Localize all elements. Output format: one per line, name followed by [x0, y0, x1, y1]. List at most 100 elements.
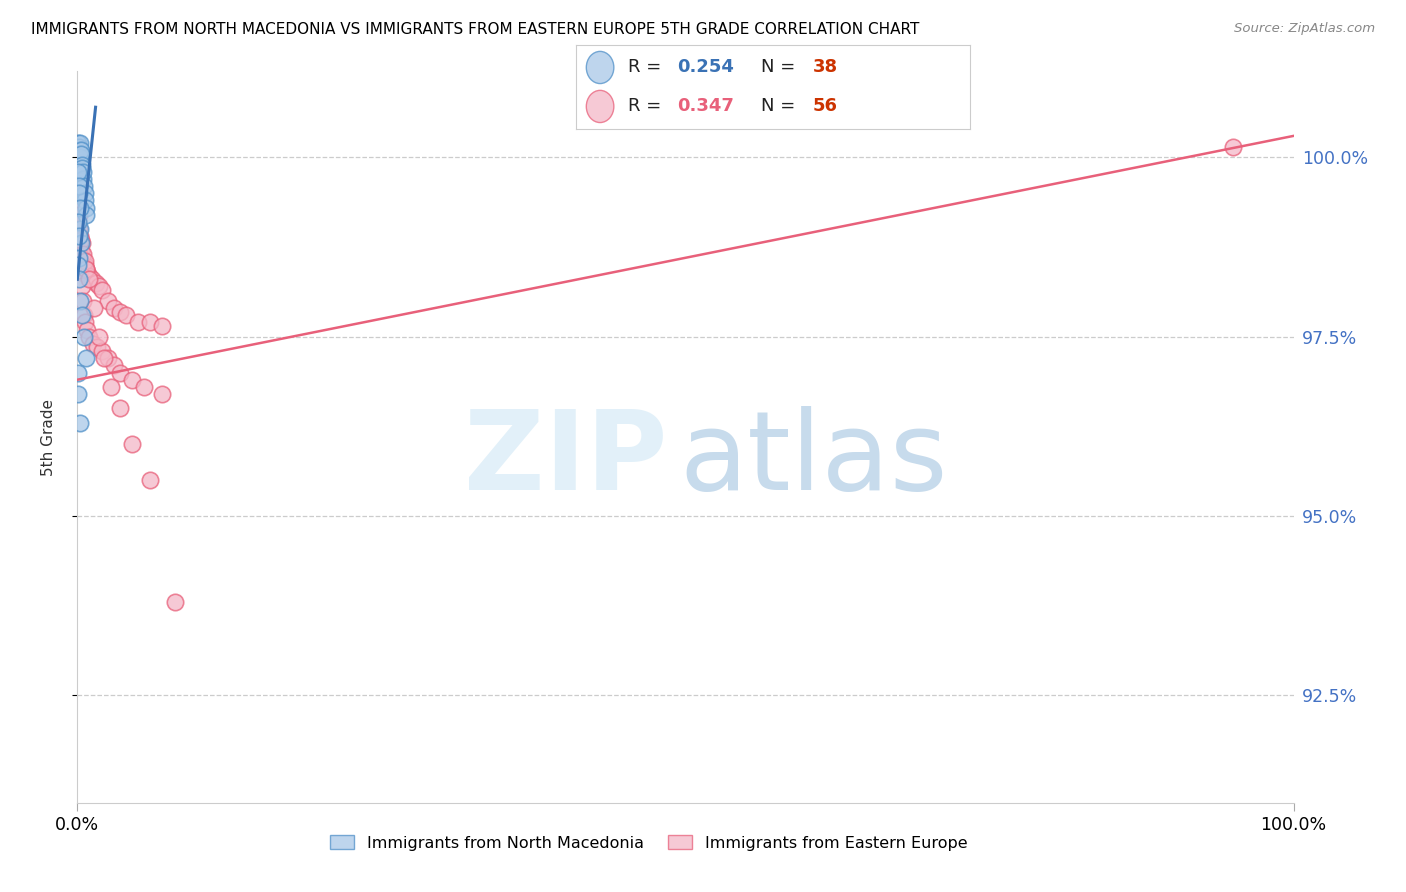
Point — [67, 258, 90, 272]
Point — [70, 146, 93, 161]
Point — [73, 254, 96, 268]
Point — [121, 437, 143, 451]
Point — [73, 186, 96, 201]
Text: N =: N = — [762, 97, 801, 115]
Point — [75, 201, 97, 215]
Point — [70, 233, 93, 247]
Text: R =: R = — [627, 97, 666, 115]
Point — [1222, 139, 1244, 153]
Point — [93, 351, 115, 366]
Point — [75, 315, 97, 329]
Point — [67, 251, 90, 265]
Point — [73, 179, 96, 194]
Text: 56: 56 — [813, 97, 838, 115]
Point — [75, 208, 97, 222]
Point — [69, 136, 91, 150]
Point — [127, 315, 149, 329]
Point — [69, 265, 91, 279]
Point — [79, 268, 101, 283]
Point — [66, 215, 89, 229]
Text: R =: R = — [627, 59, 666, 77]
Point — [90, 283, 112, 297]
Point — [97, 293, 120, 308]
Point — [152, 387, 174, 401]
Point — [67, 150, 90, 164]
Point — [89, 279, 111, 293]
Text: 0.347: 0.347 — [676, 97, 734, 115]
Point — [75, 194, 97, 208]
Point — [103, 359, 125, 373]
Point — [67, 143, 90, 157]
Ellipse shape — [586, 90, 614, 122]
Text: ZIP: ZIP — [464, 406, 668, 513]
Point — [103, 301, 125, 315]
Point — [86, 341, 108, 355]
Point — [83, 301, 105, 315]
Text: atlas: atlas — [679, 406, 948, 513]
Point — [69, 150, 91, 164]
Point — [70, 251, 93, 265]
Point — [70, 236, 93, 251]
Text: 38: 38 — [813, 59, 838, 77]
Point — [139, 315, 162, 329]
Point — [67, 136, 90, 150]
Text: Source: ZipAtlas.com: Source: ZipAtlas.com — [1234, 22, 1375, 36]
Point — [89, 329, 111, 343]
Point — [134, 380, 156, 394]
Ellipse shape — [586, 52, 614, 84]
Point — [67, 208, 90, 222]
Point — [67, 215, 90, 229]
Point — [79, 272, 101, 286]
Point — [66, 143, 89, 157]
Point — [67, 139, 90, 153]
Point — [80, 272, 103, 286]
Point — [75, 261, 97, 276]
Point — [108, 366, 131, 380]
Point — [70, 244, 93, 258]
Point — [121, 373, 143, 387]
Point — [163, 595, 186, 609]
Point — [66, 201, 89, 215]
Point — [76, 322, 98, 336]
Point — [69, 229, 91, 244]
Point — [69, 143, 91, 157]
Point — [97, 351, 120, 366]
Point — [108, 304, 131, 318]
Point — [70, 158, 93, 172]
Point — [152, 318, 174, 333]
Point — [73, 329, 96, 343]
Point — [70, 279, 93, 293]
Point — [67, 229, 90, 244]
Point — [67, 186, 90, 201]
Point — [70, 308, 93, 322]
Point — [67, 222, 90, 236]
Point — [67, 251, 90, 265]
Point — [67, 179, 90, 194]
Point — [82, 336, 104, 351]
Text: N =: N = — [762, 59, 801, 77]
Y-axis label: 5th Grade: 5th Grade — [42, 399, 56, 475]
Point — [70, 236, 93, 251]
Point — [75, 351, 97, 366]
Point — [72, 172, 94, 186]
Point — [72, 293, 94, 308]
Point — [90, 344, 112, 359]
Point — [115, 308, 138, 322]
Point — [75, 261, 97, 276]
Point — [79, 329, 101, 343]
Point — [69, 222, 91, 236]
Text: IMMIGRANTS FROM NORTH MACEDONIA VS IMMIGRANTS FROM EASTERN EUROPE 5TH GRADE CORR: IMMIGRANTS FROM NORTH MACEDONIA VS IMMIG… — [31, 22, 920, 37]
Legend: Immigrants from North Macedonia, Immigrants from Eastern Europe: Immigrants from North Macedonia, Immigra… — [323, 829, 974, 857]
Point — [69, 143, 91, 157]
Point — [69, 201, 91, 215]
Point — [66, 366, 89, 380]
Point — [72, 247, 94, 261]
Point — [108, 401, 131, 416]
Point — [72, 258, 94, 272]
Point — [69, 416, 91, 430]
Point — [69, 233, 91, 247]
Text: 0.254: 0.254 — [676, 59, 734, 77]
Point — [139, 473, 162, 487]
Point — [76, 265, 98, 279]
Point — [69, 146, 91, 161]
